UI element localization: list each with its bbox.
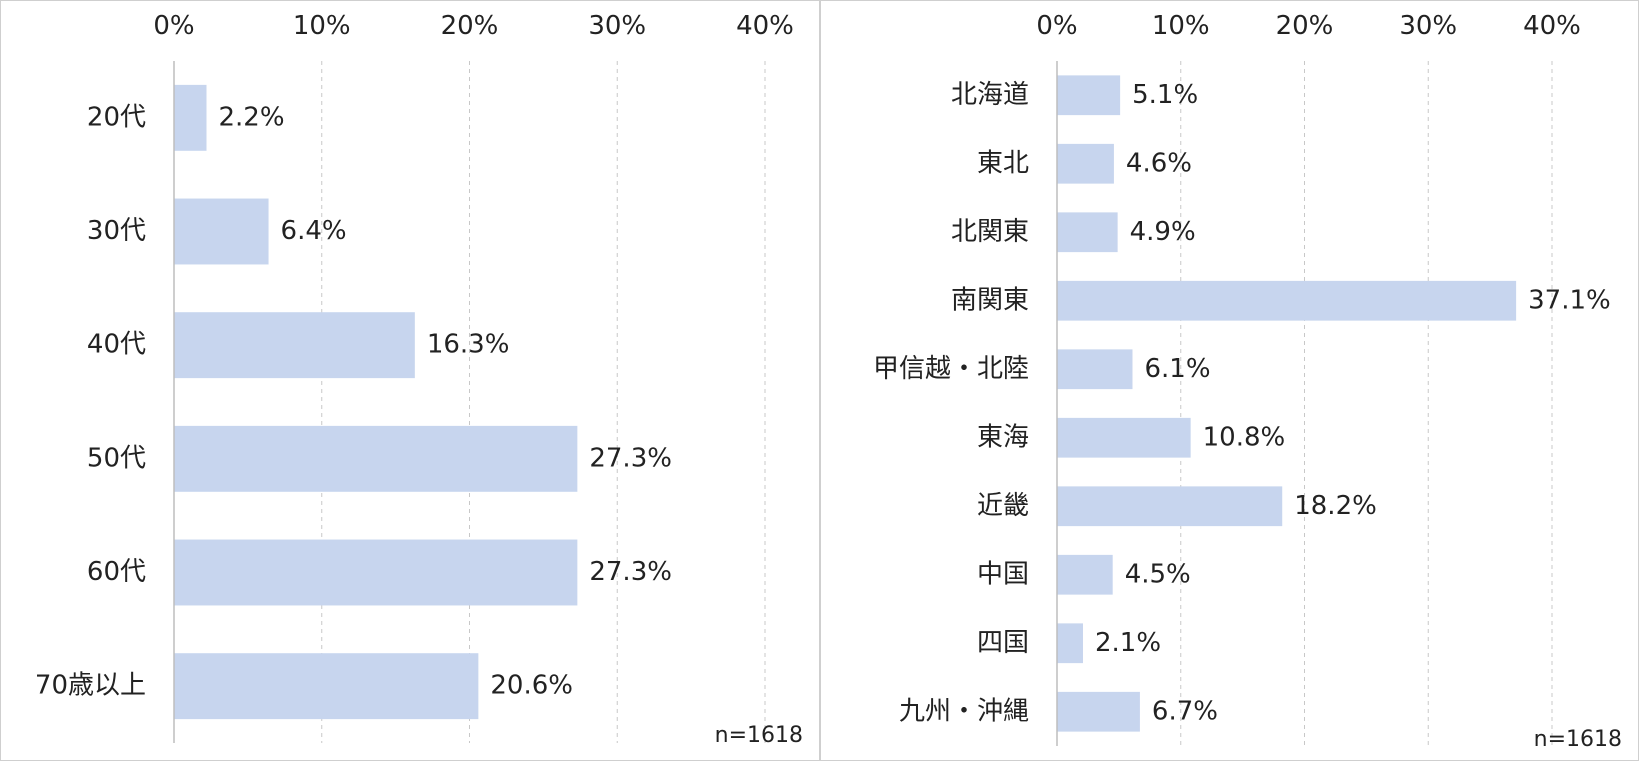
bar <box>1057 623 1083 664</box>
x-tick-label: 0% <box>1036 11 1077 41</box>
data-label: 20.6% <box>490 671 573 701</box>
category-label: 東北 <box>977 148 1029 178</box>
category-label: 北海道 <box>951 80 1029 110</box>
bar <box>174 425 578 492</box>
x-tick-label: 10% <box>293 11 351 41</box>
region-chart-panel: 0% 10% 20% 30% 40% 北海道 5.1% 東北 4.6% 北関東 4.9% 南関東 37.… <box>820 0 1639 761</box>
x-tick-label: 40% <box>1523 11 1581 41</box>
category-label: 30代 <box>87 216 146 246</box>
bar <box>174 653 479 720</box>
bar <box>1057 486 1283 527</box>
data-label: 37.1% <box>1528 285 1611 315</box>
bar <box>174 312 415 379</box>
x-tick-label: 40% <box>736 11 794 41</box>
data-label: 4.5% <box>1125 559 1191 589</box>
age-chart-panel: 0% 10% 20% 30% 40% 20代 2.2% 30代 6.4% 40代 16.3% 50代 2… <box>0 0 820 761</box>
data-label: 2.2% <box>219 102 285 132</box>
category-label: 四国 <box>977 628 1029 658</box>
x-tick-label: 10% <box>1152 11 1210 41</box>
bar <box>174 198 269 265</box>
x-tick-label: 30% <box>1399 11 1457 41</box>
sample-size-note: n=1618 <box>714 723 803 748</box>
category-label: 南関東 <box>951 285 1029 315</box>
category-label: 40代 <box>87 330 146 360</box>
bar <box>174 539 578 606</box>
data-label: 10.8% <box>1203 422 1286 452</box>
category-label: 60代 <box>87 557 146 587</box>
age-chart: 0% 10% 20% 30% 40% 20代 2.2% 30代 6.4% 40代 16.3% 50代 2… <box>35 11 794 743</box>
bar <box>1057 212 1118 253</box>
data-label: 5.1% <box>1132 80 1198 110</box>
x-tick-label: 20% <box>1276 11 1334 41</box>
bar <box>1057 75 1121 116</box>
category-label: 近畿 <box>977 491 1029 521</box>
category-label: 20代 <box>87 102 146 132</box>
category-label: 甲信越・北陸 <box>873 354 1029 384</box>
data-label: 27.3% <box>589 557 672 587</box>
category-label: 北関東 <box>951 217 1029 247</box>
bar <box>1057 143 1114 184</box>
data-label: 27.3% <box>589 443 672 473</box>
data-label: 6.1% <box>1144 354 1210 384</box>
data-label: 2.1% <box>1095 628 1161 658</box>
category-label: 東海 <box>977 422 1029 452</box>
sample-size-note: n=1618 <box>1533 727 1622 752</box>
category-label: 九州・沖縄 <box>899 696 1029 726</box>
bar <box>1057 691 1140 732</box>
data-label: 4.6% <box>1126 148 1192 178</box>
category-label: 70歳以上 <box>35 671 146 701</box>
data-label: 16.3% <box>427 330 510 360</box>
data-label: 18.2% <box>1294 491 1377 521</box>
x-tick-label: 20% <box>441 11 499 41</box>
bar <box>1057 417 1191 458</box>
category-label: 中国 <box>977 559 1029 589</box>
bar <box>1057 554 1113 595</box>
bar <box>1057 349 1133 390</box>
data-label: 4.9% <box>1130 217 1196 247</box>
region-chart: 0% 10% 20% 30% 40% 北海道 5.1% 東北 4.6% 北関東 4.9% 南関東 37.… <box>873 11 1611 746</box>
category-label: 50代 <box>87 443 146 473</box>
x-tick-label: 30% <box>588 11 646 41</box>
bar <box>1057 280 1517 321</box>
bar <box>174 84 207 151</box>
data-label: 6.4% <box>281 216 347 246</box>
x-tick-label: 0% <box>153 11 194 41</box>
data-label: 6.7% <box>1152 696 1218 726</box>
